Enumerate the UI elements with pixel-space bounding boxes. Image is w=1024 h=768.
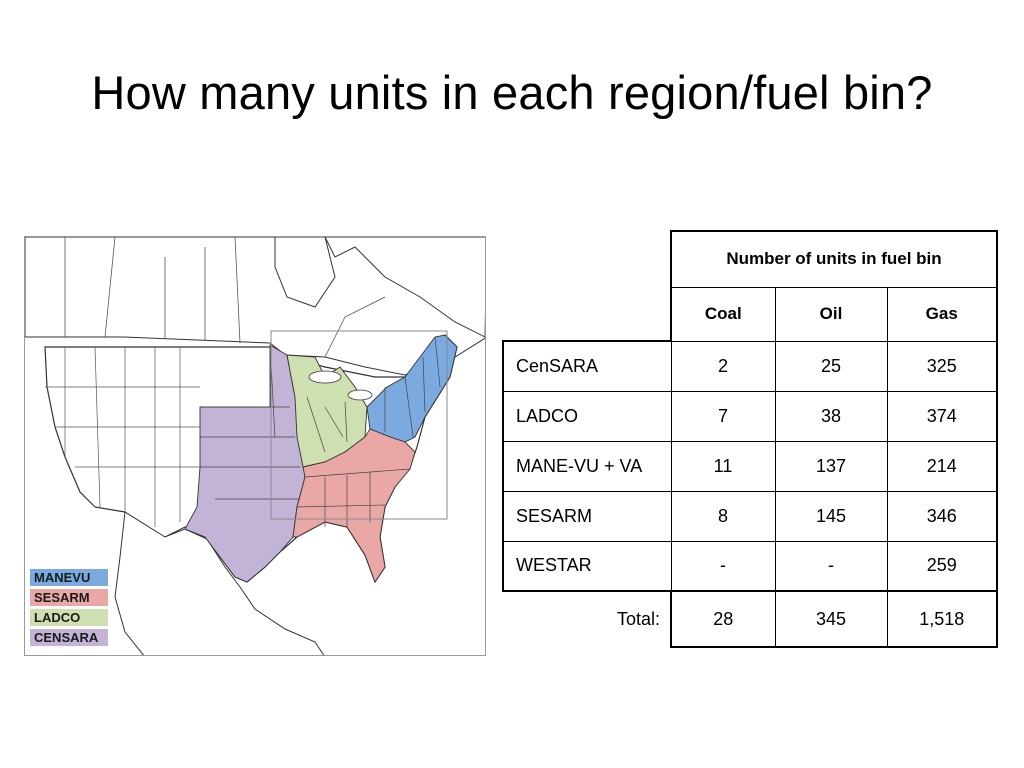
sesarm-state-lines: [296, 468, 411, 527]
coal-value: -: [670, 540, 776, 592]
column-header-coal: Coal: [670, 286, 776, 342]
coal-value: 8: [670, 490, 776, 542]
units-table: Number of units in fuel bin Coal Oil Gas…: [502, 230, 998, 648]
region-name: MANE-VU + VA: [502, 440, 672, 492]
oil-value: -: [774, 540, 888, 592]
map-svg: [25, 237, 485, 655]
censara-state-lines: [200, 344, 301, 500]
table-row: CenSARA 2 25 325: [502, 340, 998, 392]
great-lakes: [308, 370, 342, 384]
gas-value: 214: [886, 440, 998, 492]
region-name: WESTAR: [502, 540, 672, 592]
table-row: WESTAR - - 259: [502, 540, 998, 592]
coal-value: 2: [670, 340, 776, 392]
total-row: Total: 28 345 1,518: [503, 590, 998, 648]
legend-manevu: MANEVU: [30, 569, 108, 586]
column-header-gas: Gas: [886, 286, 998, 342]
legend-censara: CENSARA: [30, 629, 108, 646]
blank-corner: [503, 231, 671, 287]
ladco-state-lines: [306, 396, 348, 453]
oil-value: 145: [774, 490, 888, 542]
oil-value: 137: [774, 440, 888, 492]
total-gas: 1,518: [886, 590, 998, 648]
slide-title: How many units in each region/fuel bin?: [91, 66, 933, 119]
gas-value: 346: [886, 490, 998, 542]
total-label: Total:: [616, 609, 660, 629]
map-legend: MANEVU SESARM LADCO CENSARA: [30, 569, 108, 649]
oil-value: 25: [774, 340, 888, 392]
coal-value: 11: [670, 440, 776, 492]
table-row: LADCO 7 38 374: [502, 390, 998, 442]
legend-ladco: LADCO: [30, 609, 108, 626]
western-state-lines: [45, 346, 200, 527]
total-coal: 28: [670, 590, 776, 648]
total-oil: 345: [774, 590, 888, 648]
table-row: SESARM 8 145 346: [502, 490, 998, 542]
gas-value: 259: [886, 540, 998, 592]
column-header-oil: Oil: [774, 286, 888, 342]
coal-value: 7: [670, 390, 776, 442]
oil-value: 38: [774, 390, 888, 442]
table-row: MANE-VU + VA 11 137 214: [502, 440, 998, 492]
region-name: SESARM: [502, 490, 672, 542]
group-header: Number of units in fuel bin: [670, 230, 998, 288]
modeling-domain-box: [270, 330, 448, 520]
region-name: LADCO: [502, 390, 672, 442]
hudson-bay: [274, 237, 336, 308]
canada-landmass: [25, 237, 485, 376]
legend-sesarm: SESARM: [30, 589, 108, 606]
blank-corner-sub: [503, 287, 671, 341]
gas-value: 374: [886, 390, 998, 442]
manevu-state-lines: [384, 336, 441, 438]
great-lakes-east: [347, 389, 373, 401]
us-regions-map: MANEVU SESARM LADCO CENSARA: [24, 236, 486, 656]
province-lines: [64, 237, 386, 358]
region-name: CenSARA: [502, 340, 672, 392]
gas-value: 325: [886, 340, 998, 392]
